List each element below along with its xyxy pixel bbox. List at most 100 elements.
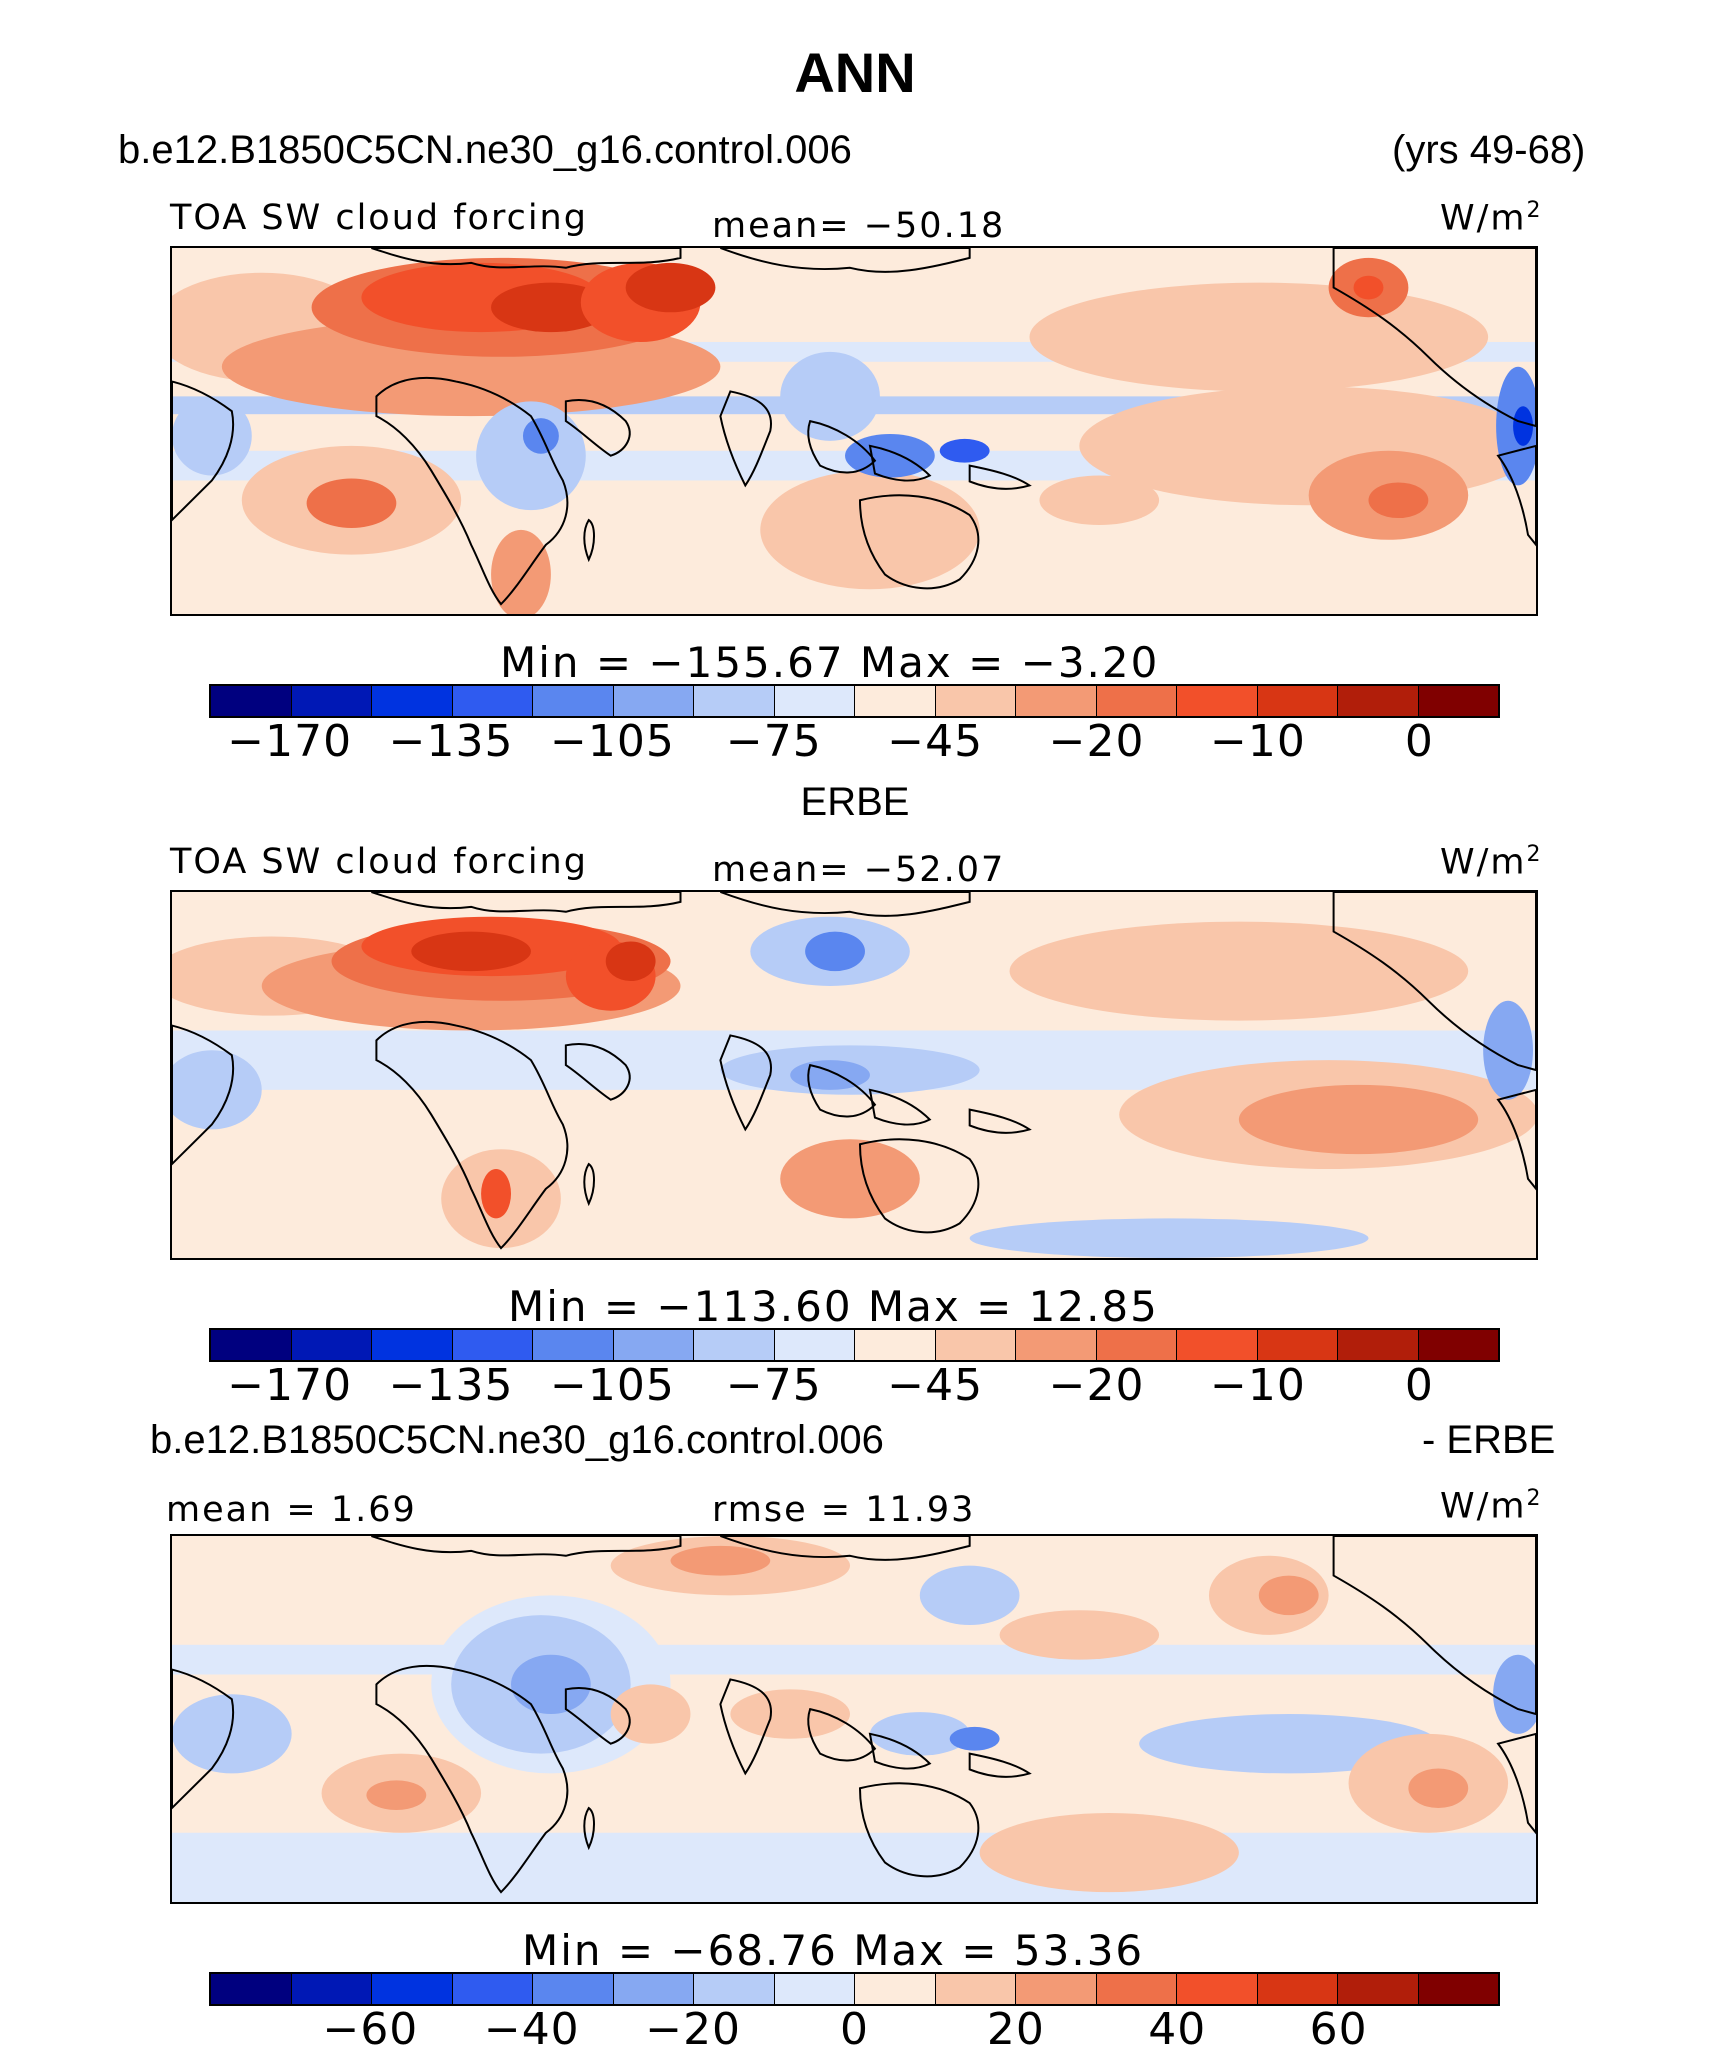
contour-region [306,478,397,528]
contour-region [1238,1084,1479,1155]
coastline [1332,892,1536,1072]
colorbar-swatch [452,1974,533,2004]
colorbar-tick-label: 60 [1309,2004,1368,2055]
colorbar-swatch [1418,1330,1498,1360]
contour-region [730,1689,851,1739]
contour-region [790,1060,870,1090]
colorbar-swatch [1096,1330,1177,1360]
coastline [720,892,971,917]
panel2-colorbar [209,1328,1500,1362]
panel1-label: TOA SW cloud forcing [170,198,588,238]
colorbar-swatch [1257,1330,1338,1360]
contour-region [481,1168,512,1219]
coastline [1332,1536,1536,1716]
colorbar-swatch [1338,1974,1419,2004]
coastline [172,1024,235,1166]
coastline [807,1063,877,1118]
coastline [371,1536,682,1557]
contour-region [610,1684,691,1744]
colorbar-tick-label: −170 [227,1360,353,1411]
colorbar-tick-label: −135 [388,716,514,767]
colorbar-tick-label: −45 [887,716,984,767]
colorbar-swatch [291,1330,372,1360]
colorbar-swatch [1177,1330,1258,1360]
coastline [1496,1732,1536,1835]
colorbar-swatch [774,1330,855,1360]
panel1-map [170,246,1538,616]
colorbar-swatch [1016,686,1097,716]
units-exponent: 2 [1526,1486,1543,1511]
colorbar-swatch [1177,686,1258,716]
contour-region [949,1726,1000,1751]
colorbar-swatch [1338,1330,1419,1360]
contour-region [979,1812,1239,1893]
coastline [868,1088,932,1126]
colorbar-swatch [1257,1974,1338,2004]
panel3-minmax: Min = −68.76 Max = 53.36 [522,1926,1145,1975]
colorbar-swatch [1096,686,1177,716]
contour-region [670,1545,771,1576]
colorbar-swatch [855,686,936,716]
panel3-colorbar [209,1972,1500,2006]
figure-title: ANN [794,41,916,104]
panel2-label: TOA SW cloud forcing [170,842,588,882]
coastline [807,419,877,474]
coastline [968,1752,1032,1778]
panel2-units: W/m2 [1440,842,1543,883]
panel2-mean: mean= −52.07 [712,850,1006,890]
colorbar-swatch [855,1330,936,1360]
obs-title: ERBE [800,780,910,824]
coastline [375,376,569,606]
coastline [719,1678,773,1776]
colorbar-tick-label: 0 [1404,1360,1434,1411]
colorbar-swatch [452,1330,533,1360]
contour-region [476,401,586,511]
coastline [564,1043,631,1101]
contour-region [1483,1000,1534,1100]
colorbar-tick-label: 40 [1148,2004,1207,2055]
contour-region [999,1610,1160,1660]
coastline [719,390,773,488]
panel1-colorbar [209,684,1500,718]
contour-region [969,1218,1369,1258]
contour-region [1029,282,1489,392]
contour-band [172,1832,1536,1902]
colorbar-tick-label: −10 [1210,716,1306,767]
contour-region [172,396,252,476]
panel2-minmax: Min = −113.60 Max = 12.85 [508,1282,1159,1331]
contour-region [1493,1654,1536,1734]
colorbar-swatch [613,686,694,716]
panel1-minmax: Min = −155.67 Max = −3.20 [500,638,1160,687]
colorbar-swatch [694,1330,775,1360]
contour-region [1408,1768,1469,1809]
contour-region [919,1565,1020,1626]
coastline [868,444,932,482]
case-name: b.e12.B1850C5CN.ne30_g16.control.006 [118,128,852,172]
panel1-mean: mean= −50.18 [712,206,1006,246]
coastline [858,494,980,590]
colorbar-swatch [694,1974,775,2004]
panel3-mean: mean = 1.69 [166,1490,417,1530]
colorbar-swatch [372,1974,453,2004]
units-base: W/m [1440,1486,1527,1527]
units-exponent: 2 [1526,198,1543,223]
colorbar-swatch [211,1974,292,2004]
panel3-map-svg [172,1536,1536,1902]
colorbar-tick-label: −170 [227,716,353,767]
colorbar-swatch [1096,1974,1177,2004]
colorbar-tick-label: −135 [388,1360,514,1411]
contour-region [366,1780,427,1811]
coastline [968,1108,1032,1134]
panel3-rmse: rmse = 11.93 [712,1490,976,1530]
panel1-map-svg [172,248,1536,614]
colorbar-swatch [533,1974,614,2004]
coastline [583,1806,596,1851]
colorbar-swatch [533,1330,614,1360]
colorbar-tick-label: 0 [840,2004,869,2055]
contour-region [760,470,980,590]
panel2-map-svg [172,892,1536,1258]
contour-region [780,1139,920,1219]
contour-region [625,262,716,313]
colorbar-swatch [452,686,533,716]
coastline [719,1034,773,1132]
